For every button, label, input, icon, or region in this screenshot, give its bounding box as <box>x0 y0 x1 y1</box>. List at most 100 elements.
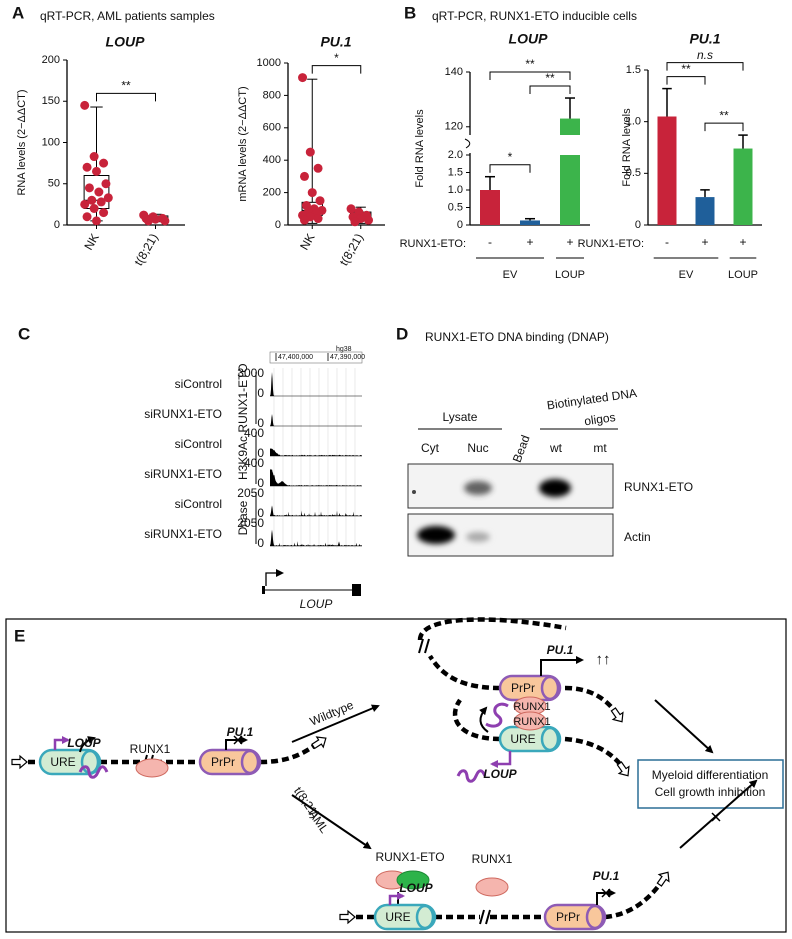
pathway-arrow <box>291 794 372 850</box>
bar <box>560 155 580 225</box>
x-tick-label: + <box>526 235 533 249</box>
panel-label: A <box>12 3 24 22</box>
track-group: H3K9Ac <box>236 436 250 480</box>
data-point <box>92 166 101 176</box>
dna-end-arrow <box>11 754 28 770</box>
y-tick-label: 0.5 <box>448 201 463 213</box>
gene-label: LOUP <box>483 767 517 781</box>
gene-label: LOUP <box>399 881 433 895</box>
significance-label: * <box>334 51 339 65</box>
outcome-text: Cell growth inhibition <box>655 785 766 799</box>
lane-label: Bead <box>510 433 533 464</box>
track-name: siRUNX1-ETO <box>144 407 222 421</box>
data-point <box>299 215 309 225</box>
prpr-end <box>240 749 260 775</box>
dna-end-arrow <box>616 761 630 777</box>
group-label: EV <box>679 269 694 281</box>
y-tick-label: 1.5 <box>626 64 641 76</box>
group-label: EV <box>503 269 518 281</box>
y-tick-label: 200 <box>263 187 281 199</box>
y-tick-label: 400 <box>263 154 281 166</box>
data-point <box>313 214 323 224</box>
pathway-label: AML <box>306 807 332 836</box>
dna <box>417 617 567 641</box>
protein <box>396 870 430 890</box>
exon <box>262 586 265 594</box>
track-scale: 0 <box>257 416 264 430</box>
data-point <box>151 214 160 224</box>
pu1-tss <box>596 889 616 905</box>
x-row-label: RUNX1-ETO: <box>578 238 644 250</box>
y-tick-label: 200 <box>42 54 60 66</box>
pathway-label: Wildtype <box>308 698 356 729</box>
protein-label: RUNX1-ETO <box>375 850 444 864</box>
track-scale: 400 <box>244 426 264 440</box>
data-point <box>89 152 99 162</box>
data-point <box>82 162 92 172</box>
panel-title: qRT-PCR, AML patients samples <box>40 9 215 23</box>
y-tick-label: 0 <box>635 219 641 231</box>
bar <box>657 116 677 225</box>
x-tick-label: NK <box>81 231 101 252</box>
y-tick-label: 120 <box>445 121 463 133</box>
x-tick-label: - <box>488 235 492 249</box>
data-point <box>84 183 94 193</box>
ruler <box>269 351 363 364</box>
element-label: PrPr <box>511 681 535 695</box>
data-point <box>94 187 104 197</box>
lane-label: Nuc <box>467 441 488 455</box>
y-tick-label: 0 <box>54 219 60 231</box>
signal-track <box>270 372 362 396</box>
speck <box>412 490 416 494</box>
panel-label: C <box>18 324 30 343</box>
significance-bracket <box>666 62 744 71</box>
panel-label: B <box>404 3 416 22</box>
significance-label: ** <box>545 71 555 85</box>
data-point <box>299 171 309 181</box>
lncrna-tss <box>53 736 70 750</box>
band <box>417 526 455 544</box>
pu1-tss <box>540 656 584 676</box>
band <box>539 479 571 497</box>
x-tick-label: t(8;21) <box>131 231 160 268</box>
transcription-arrow <box>79 736 96 753</box>
lane-label: Cyt <box>421 441 440 455</box>
group-label: LOUP <box>555 269 585 281</box>
data-point <box>80 199 90 209</box>
bar <box>520 220 540 225</box>
signal-track <box>270 468 362 486</box>
rna <box>456 769 487 783</box>
protein-label: RUNX1 <box>513 701 550 713</box>
bar <box>560 118 580 135</box>
dna <box>259 744 316 765</box>
protein-label: RUNX1 <box>513 716 550 728</box>
track-scale: 3000 <box>237 366 264 380</box>
bar <box>480 190 500 225</box>
row-label: Actin <box>624 530 651 544</box>
lane-label: wt <box>549 441 563 455</box>
track-name: siControl <box>175 437 222 451</box>
significance-bracket <box>489 71 571 81</box>
significance-label: ** <box>681 62 691 76</box>
y-tick-label: 140 <box>445 66 463 78</box>
exon <box>352 584 361 596</box>
significance-bracket <box>311 65 362 74</box>
x-row-label: RUNX1-ETO: <box>400 238 466 250</box>
y-tick-label: 1.5 <box>448 166 463 178</box>
significance-bracket <box>489 164 531 173</box>
significance-label: ** <box>121 79 131 93</box>
outcome-box <box>637 759 784 809</box>
data-point <box>99 158 109 168</box>
bar <box>733 148 753 225</box>
dna-end-arrow <box>339 909 356 925</box>
band <box>464 481 492 495</box>
coordinate: 47,400,000 <box>278 354 313 361</box>
track-scale: 2050 <box>237 516 264 530</box>
x-tick-label: + <box>701 235 708 249</box>
data-point <box>315 196 325 206</box>
y-tick-label: 1.0 <box>448 184 463 196</box>
panel-label: D <box>396 324 408 343</box>
dna <box>564 736 622 766</box>
track-name: siControl <box>175 377 222 391</box>
